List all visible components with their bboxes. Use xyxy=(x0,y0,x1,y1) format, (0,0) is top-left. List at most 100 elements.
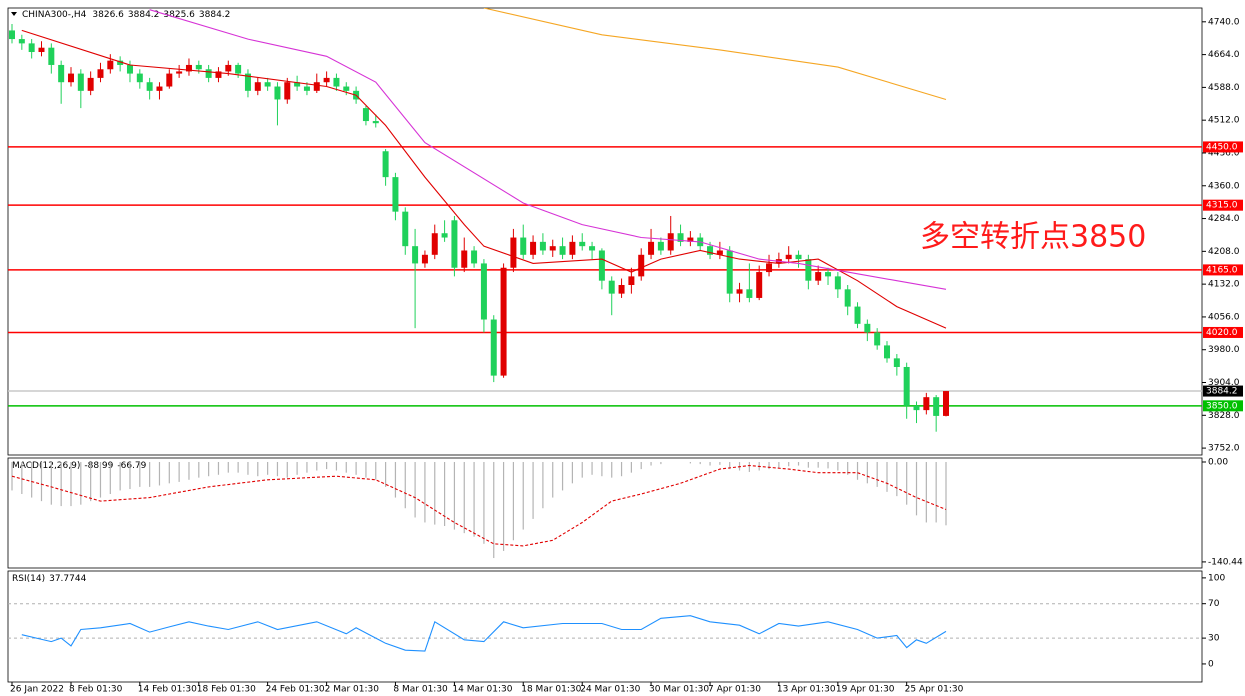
candle-body xyxy=(825,272,832,277)
candle-body xyxy=(9,30,15,40)
plot-area xyxy=(11,461,947,559)
candle-body xyxy=(303,86,310,91)
candle-body xyxy=(225,64,232,72)
candle-body xyxy=(294,82,301,87)
price-badge-label: 4020.0 xyxy=(1206,328,1238,338)
y-tick-label: 30 xyxy=(1208,634,1220,644)
candle-body xyxy=(677,233,684,242)
candle-body xyxy=(815,272,822,281)
candle-body xyxy=(313,82,320,91)
y-tick-label: 4436.0 xyxy=(1208,148,1240,158)
candle-body xyxy=(87,77,94,91)
candle-body xyxy=(539,241,546,251)
y-tick-label: 4208.0 xyxy=(1208,247,1240,257)
candle-body xyxy=(716,250,723,255)
x-tick-label: 13 Apr 01:30 xyxy=(777,685,836,695)
candle-body xyxy=(657,241,664,251)
y-tick-label: 3828.0 xyxy=(1208,411,1240,421)
rsi-value: 37.7744 xyxy=(49,574,86,584)
candle-body xyxy=(864,323,871,333)
price-badge xyxy=(1203,199,1243,211)
x-tick-label: 24 Mar 01:30 xyxy=(580,685,640,695)
candle-body xyxy=(176,71,183,74)
price-badge xyxy=(1203,400,1243,412)
candle-body xyxy=(923,397,930,411)
menu-icon[interactable] xyxy=(11,12,17,16)
candle-body xyxy=(549,246,556,251)
symbol: CHINA300-,H4 xyxy=(22,10,87,20)
candle-body xyxy=(136,73,143,83)
candle-body xyxy=(235,64,242,74)
candle-body xyxy=(490,319,497,376)
candle-body xyxy=(58,64,65,83)
candle-body xyxy=(618,285,625,294)
candle-body xyxy=(274,86,281,100)
candle-body xyxy=(244,73,251,91)
candle-body xyxy=(156,86,163,91)
candle-body xyxy=(933,397,940,416)
indicator-line xyxy=(483,8,947,101)
y-tick-label: 4056.0 xyxy=(1208,312,1240,322)
candle-body xyxy=(746,289,753,298)
candle-body xyxy=(451,220,458,268)
plot-area xyxy=(8,603,1202,652)
candle-body xyxy=(500,267,507,376)
candle-body xyxy=(893,358,900,367)
low: 3825.6 xyxy=(163,10,195,20)
candle-body xyxy=(854,306,861,324)
candle-body xyxy=(264,82,271,87)
annotation: 多空转折点3850 xyxy=(920,220,1146,255)
rsi-header: RSI(14) 37.7744 xyxy=(12,574,87,584)
candle-body xyxy=(913,405,920,411)
candle-body xyxy=(77,73,84,91)
candle-body xyxy=(569,241,576,255)
candle-body xyxy=(97,69,104,78)
macd-header: MACD(12,26,9) -88.99 -66.79 xyxy=(12,461,147,471)
main-panel xyxy=(7,7,1203,456)
price-badge-label: 3884.2 xyxy=(1206,387,1238,397)
price-badge xyxy=(1203,385,1243,397)
candle-body xyxy=(530,241,537,255)
high: 3884.2 xyxy=(128,10,160,20)
candle-body xyxy=(589,246,596,251)
indicator-line xyxy=(21,615,947,652)
indicator-line xyxy=(149,9,947,290)
price-badge-label: 4450.0 xyxy=(1206,142,1238,152)
candle-body xyxy=(687,237,694,242)
candle-body xyxy=(943,391,949,416)
y-tick-label: 4740.0 xyxy=(1208,17,1240,27)
candle-body xyxy=(146,82,153,91)
candle-body xyxy=(884,345,891,359)
candle-body xyxy=(461,250,468,268)
y-tick-label: 0.00 xyxy=(1208,457,1228,467)
candle-body xyxy=(166,73,173,87)
plot-area xyxy=(8,8,1202,432)
candle-body xyxy=(559,246,566,255)
candle-body xyxy=(48,47,55,65)
x-tick-label: 8 Feb 01:30 xyxy=(69,685,123,695)
y-tick-label: 0 xyxy=(1208,659,1214,669)
candle-body xyxy=(382,151,389,178)
candle-body xyxy=(480,263,487,320)
x-tick-label: 30 Mar 01:30 xyxy=(649,685,709,695)
candle-body xyxy=(795,254,802,260)
candle-body xyxy=(638,254,645,277)
candle-body xyxy=(126,64,133,74)
indicator-line xyxy=(21,29,947,329)
x-tick-label: 18 Mar 01:30 xyxy=(521,685,581,695)
candle-body xyxy=(598,250,605,281)
y-tick-label: 4132.0 xyxy=(1208,280,1240,290)
candle-body xyxy=(579,241,586,247)
symbol-header: CHINA300-,H4 3826.6 3884.2 3825.6 3884.2 xyxy=(22,10,230,20)
price-badge xyxy=(1203,141,1243,153)
price-badge-label: 4165.0 xyxy=(1206,265,1238,275)
price-badge-label: 4315.0 xyxy=(1206,201,1238,211)
candle-body xyxy=(333,77,340,87)
macd-value: -88.99 xyxy=(84,461,113,471)
x-tick-label: 7 Apr 01:30 xyxy=(708,685,761,695)
y-tick-label: -140.44 xyxy=(1208,557,1243,567)
candle-body xyxy=(785,254,792,260)
candle-body xyxy=(205,69,212,78)
